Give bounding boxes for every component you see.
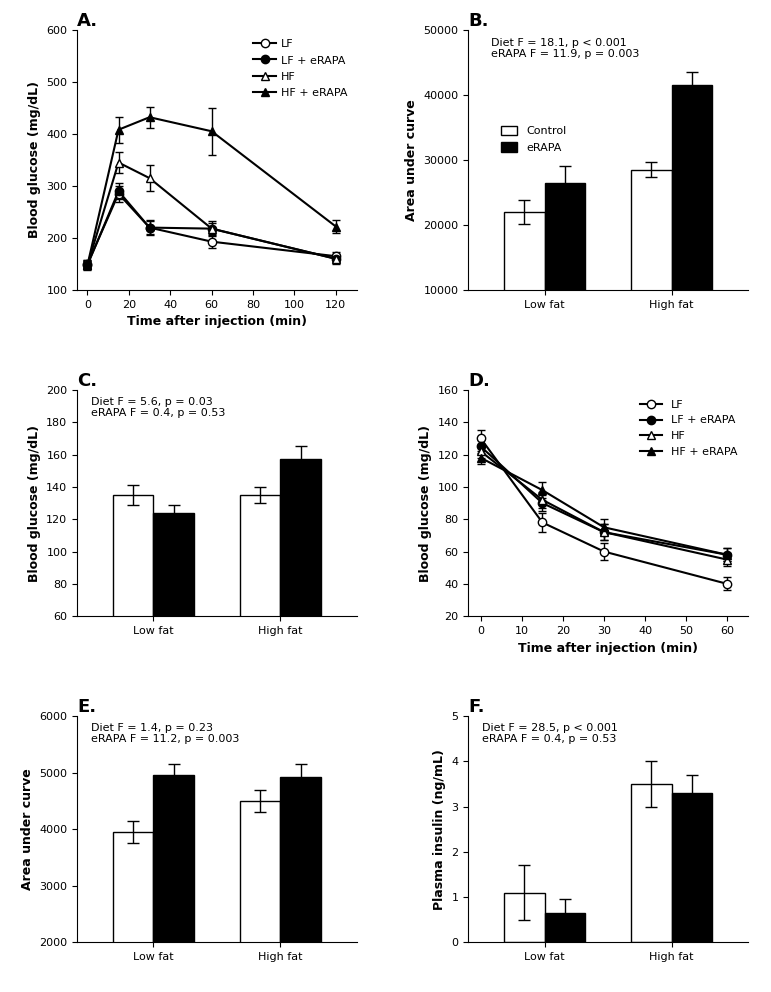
Bar — [504, 893, 544, 942]
Y-axis label: Area under curve: Area under curve — [21, 769, 34, 890]
Bar — [281, 459, 321, 713]
Text: F.: F. — [468, 698, 485, 716]
Bar — [672, 85, 712, 355]
Text: Diet F = 28.5, p < 0.001
eRAPA F = 0.4, p = 0.53: Diet F = 28.5, p < 0.001 eRAPA F = 0.4, … — [483, 723, 618, 744]
Y-axis label: Blood glucose (mg/dL): Blood glucose (mg/dL) — [28, 81, 41, 238]
Y-axis label: Blood glucose (mg/dL): Blood glucose (mg/dL) — [28, 425, 41, 581]
Text: B.: B. — [468, 12, 489, 30]
Text: Diet F = 5.6, p = 0.03
eRAPA F = 0.4, p = 0.53: Diet F = 5.6, p = 0.03 eRAPA F = 0.4, p … — [91, 397, 225, 419]
Bar — [672, 793, 712, 942]
Legend: LF, LF + eRAPA, HF, HF + eRAPA: LF, LF + eRAPA, HF, HF + eRAPA — [250, 36, 351, 102]
Bar — [153, 776, 194, 992]
Bar — [240, 495, 281, 713]
Bar — [544, 183, 585, 355]
Y-axis label: Blood glucose (mg/dL): Blood glucose (mg/dL) — [419, 425, 432, 581]
X-axis label: Time after injection (min): Time after injection (min) — [127, 315, 307, 328]
Text: Diet F = 18.1, p < 0.001
eRAPA F = 11.9, p = 0.003: Diet F = 18.1, p < 0.001 eRAPA F = 11.9,… — [490, 38, 639, 60]
Bar — [113, 495, 153, 713]
Y-axis label: Plasma insulin (ng/mL): Plasma insulin (ng/mL) — [433, 749, 446, 910]
X-axis label: Time after injection (min): Time after injection (min) — [518, 642, 698, 655]
Text: E.: E. — [77, 698, 96, 716]
Legend: Control, eRAPA: Control, eRAPA — [497, 121, 571, 157]
Bar — [631, 784, 672, 942]
Bar — [504, 212, 544, 355]
Text: C.: C. — [77, 372, 97, 390]
Bar — [240, 801, 281, 992]
Text: A.: A. — [77, 12, 98, 30]
Bar — [281, 777, 321, 992]
Text: Diet F = 1.4, p = 0.23
eRAPA F = 11.2, p = 0.003: Diet F = 1.4, p = 0.23 eRAPA F = 11.2, p… — [91, 723, 240, 744]
Bar — [153, 513, 194, 713]
Bar — [544, 913, 585, 942]
Text: D.: D. — [468, 372, 490, 390]
Bar — [631, 170, 672, 355]
Legend: LF, LF + eRAPA, HF, HF + eRAPA: LF, LF + eRAPA, HF, HF + eRAPA — [636, 396, 742, 461]
Y-axis label: Area under curve: Area under curve — [405, 99, 418, 221]
Bar — [113, 832, 153, 992]
